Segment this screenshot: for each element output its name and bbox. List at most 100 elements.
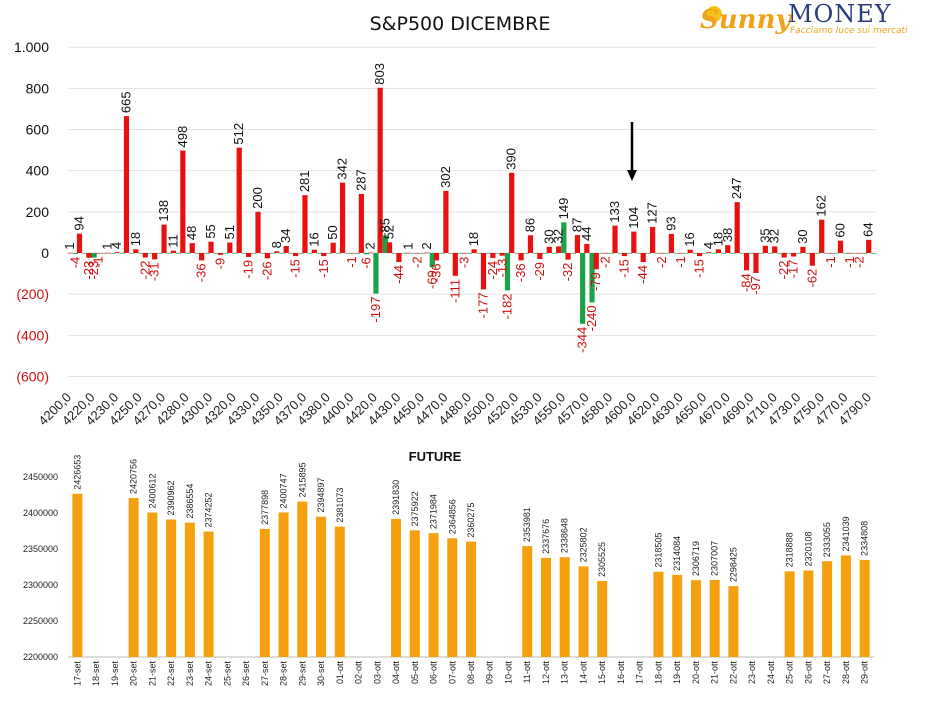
bar-series-2 bbox=[288, 253, 294, 254]
sun-icon bbox=[706, 6, 722, 22]
data-label: 2381073 bbox=[335, 488, 345, 523]
x-tick-label: 01-ott bbox=[335, 661, 345, 685]
data-label: 665 bbox=[118, 91, 133, 113]
data-label: 50 bbox=[325, 225, 340, 239]
data-label: 1 bbox=[62, 243, 77, 250]
data-label: -36 bbox=[194, 263, 209, 282]
data-label: -26 bbox=[259, 261, 274, 280]
x-tick-label: 15-ott bbox=[597, 661, 607, 685]
bar-series-1 bbox=[650, 226, 656, 253]
bar-series-1 bbox=[264, 253, 270, 259]
future-bar bbox=[728, 586, 739, 657]
bar-series-1 bbox=[537, 253, 543, 259]
bar-series-1 bbox=[480, 253, 487, 290]
bar-series-2 bbox=[674, 253, 680, 254]
data-label: 18 bbox=[466, 232, 481, 246]
future-bar bbox=[72, 493, 83, 657]
bar-series-2 bbox=[570, 253, 576, 254]
data-label: 390 bbox=[504, 148, 519, 170]
data-label: 2 bbox=[419, 242, 434, 249]
bar-series-1 bbox=[377, 87, 383, 253]
bar-series-1 bbox=[142, 253, 148, 258]
data-label: -32 bbox=[560, 263, 575, 282]
bar-series-1 bbox=[443, 190, 449, 253]
data-label: 2320108 bbox=[803, 531, 813, 566]
data-label: -31 bbox=[147, 262, 162, 281]
data-label: 18 bbox=[710, 232, 725, 246]
future-bar bbox=[316, 516, 327, 657]
bar-series-1 bbox=[781, 253, 787, 258]
bar-series-2 bbox=[129, 253, 135, 254]
bar-series-2 bbox=[720, 253, 727, 254]
bar-series-2 bbox=[363, 253, 370, 255]
bar-series-2 bbox=[580, 253, 586, 324]
y-tick-label: 600 bbox=[26, 122, 50, 138]
bar-series-1 bbox=[621, 253, 628, 257]
bar-series-1 bbox=[424, 252, 430, 254]
future-bar bbox=[597, 581, 608, 657]
bar-series-2 bbox=[204, 253, 210, 254]
bar-series-2 bbox=[241, 253, 248, 254]
data-label: 2314084 bbox=[672, 536, 682, 571]
data-label: -24 bbox=[485, 261, 500, 280]
data-label: -13 bbox=[494, 259, 509, 278]
data-label: 11 bbox=[165, 234, 180, 248]
data-label: -17 bbox=[786, 259, 801, 278]
y-tick-label: (200) bbox=[16, 286, 49, 302]
data-label: -23 bbox=[86, 261, 101, 280]
y-tick-label: 2400000 bbox=[23, 508, 58, 518]
bar-series-1 bbox=[199, 253, 205, 261]
bar-series-1 bbox=[415, 253, 421, 254]
x-tick-label: 22-set bbox=[166, 661, 176, 687]
data-label: 48 bbox=[184, 226, 199, 240]
x-tick-label: 17-set bbox=[72, 661, 82, 687]
future-bar bbox=[690, 580, 701, 657]
x-tick-label: 20-ott bbox=[691, 661, 701, 685]
data-label: 30 bbox=[795, 229, 810, 243]
data-label: -2 bbox=[598, 256, 613, 268]
bar-series-2 bbox=[373, 253, 379, 294]
data-label: -29 bbox=[532, 262, 547, 281]
x-tick-label: 27-set bbox=[260, 661, 270, 687]
x-tick-label: 03-ott bbox=[372, 661, 382, 685]
bar-series-2 bbox=[194, 253, 201, 254]
x-tick-label: 05-ott bbox=[410, 661, 420, 685]
future-bar bbox=[578, 566, 589, 657]
bar-series-2 bbox=[683, 253, 689, 254]
bar-series-1 bbox=[659, 253, 665, 254]
bar-series-1 bbox=[715, 249, 721, 253]
x-tick-label: 27-ott bbox=[822, 661, 832, 685]
data-label: 2375922 bbox=[410, 491, 420, 526]
bar-series-1 bbox=[452, 253, 458, 276]
bar-series-2 bbox=[307, 253, 313, 254]
bar-series-1 bbox=[330, 242, 336, 253]
top-chart: 1.000 800 600 400 200 0 (200) (400) (600) 1 -4 94 -2… bbox=[14, 39, 877, 428]
bar-series-1 bbox=[105, 252, 111, 254]
data-label: 16 bbox=[306, 232, 321, 246]
data-label: -1 bbox=[90, 256, 105, 268]
bar-series-2 bbox=[486, 253, 492, 254]
bar-series-1 bbox=[255, 211, 261, 253]
bar-series-1 bbox=[584, 243, 590, 253]
bar-series-1 bbox=[809, 253, 815, 266]
bar-series-1 bbox=[819, 219, 825, 253]
data-label: -44 bbox=[391, 265, 406, 284]
bar-series-1 bbox=[274, 251, 280, 253]
bar-series-2 bbox=[316, 253, 323, 254]
data-label: 2318505 bbox=[653, 533, 663, 568]
data-label: 87 bbox=[569, 218, 584, 232]
bar-series-2 bbox=[420, 253, 426, 254]
data-label: -36 bbox=[513, 263, 528, 282]
data-label: -182 bbox=[499, 293, 514, 319]
bar-series-2 bbox=[514, 253, 520, 254]
data-label: 8 bbox=[269, 241, 284, 248]
data-label: -2 bbox=[654, 256, 669, 268]
bar-series-1 bbox=[565, 253, 571, 260]
data-label: 2391830 bbox=[391, 480, 401, 515]
bar-series-1 bbox=[640, 253, 646, 263]
bar-series-2 bbox=[467, 253, 473, 254]
bar-series-2 bbox=[100, 253, 107, 254]
y-tick-label: (400) bbox=[16, 327, 49, 343]
bar-series-2 bbox=[119, 253, 125, 254]
